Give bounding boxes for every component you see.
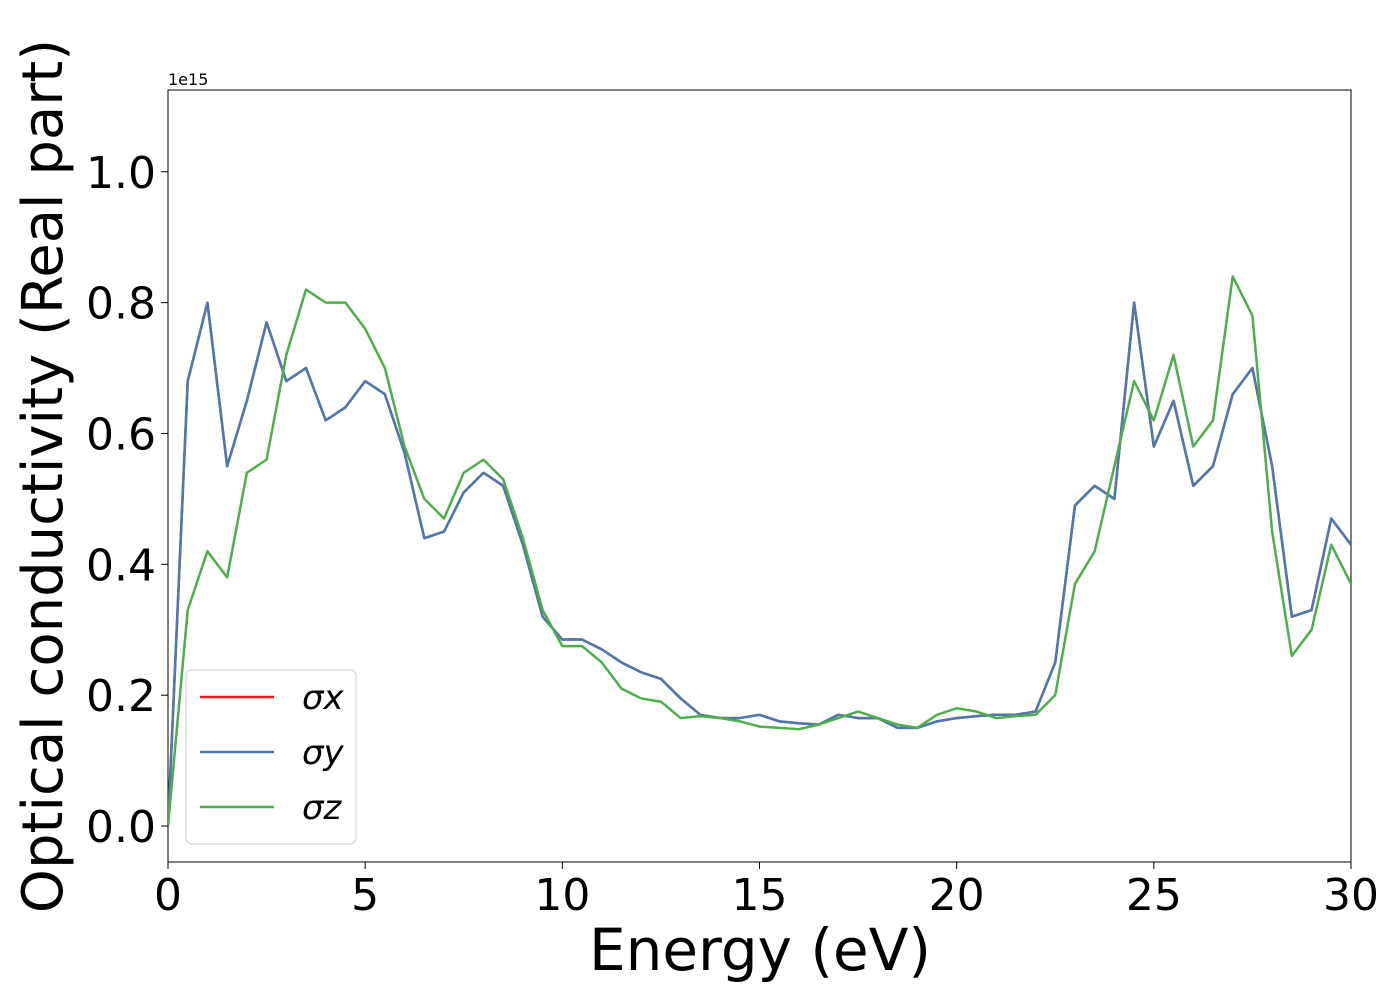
legend-label: σz: [302, 788, 343, 828]
legend-label: σx: [302, 678, 345, 718]
y-tick-label: 0.0: [86, 802, 156, 853]
x-tick-label: 10: [534, 870, 590, 921]
y-tick-label: 0.4: [86, 540, 156, 591]
x-tick-label: 0: [154, 870, 182, 921]
x-tick-label: 20: [929, 870, 985, 921]
x-tick-label: 5: [351, 870, 379, 921]
x-axis-label: Energy (eV): [589, 916, 931, 984]
x-tick-label: 25: [1126, 870, 1182, 921]
x-tick-label: 30: [1323, 870, 1379, 921]
series-line: [168, 275, 1351, 827]
y-tick-label: 0.8: [86, 279, 156, 330]
x-tick-label: 15: [732, 870, 788, 921]
legend-box: [185, 669, 357, 845]
y-axis-label: Optical conductivity (Real part): [11, 39, 76, 913]
offset-label: 1e15: [168, 70, 208, 89]
y-tick-label: 0.6: [86, 409, 156, 460]
series-line: [168, 301, 1351, 827]
y-tick-label: 0.2: [86, 671, 156, 722]
y-tick-label: 1.0: [86, 148, 156, 199]
legend-label: σy: [302, 733, 345, 773]
